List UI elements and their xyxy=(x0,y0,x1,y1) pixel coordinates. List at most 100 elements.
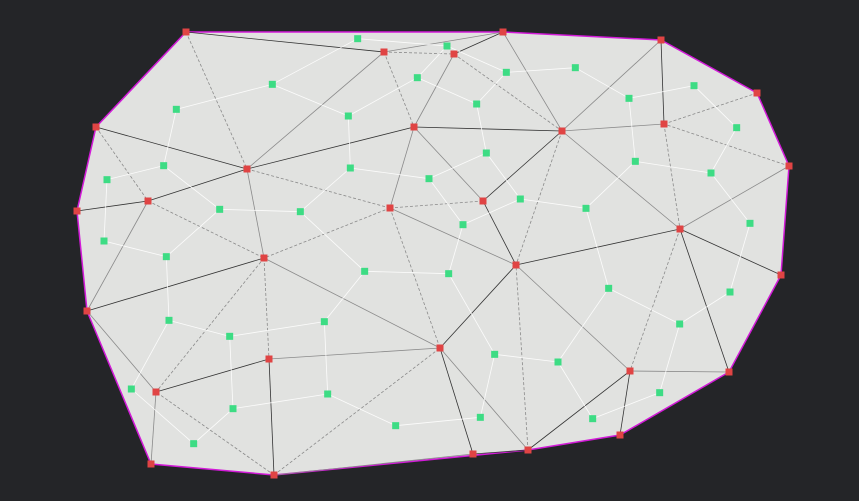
dual-edge xyxy=(131,388,194,444)
centroid-point xyxy=(476,413,484,421)
delaunay-edges xyxy=(76,31,790,476)
delaunay-edge xyxy=(155,391,275,476)
delaunay-edge xyxy=(663,123,681,230)
delaunay-edge xyxy=(629,228,681,372)
site-point xyxy=(512,261,520,269)
centroid-point xyxy=(162,253,170,261)
dual-edge xyxy=(608,287,680,325)
dual-edge xyxy=(348,77,418,117)
dual-edge xyxy=(300,211,365,272)
site-point xyxy=(147,460,155,468)
dual-edge xyxy=(395,416,481,427)
delaunay-edge xyxy=(86,310,157,393)
delaunay-edge xyxy=(482,200,517,266)
delaunay-edge xyxy=(76,200,149,212)
centroid-point xyxy=(733,124,741,132)
centroid-points xyxy=(100,35,754,448)
dual-edge xyxy=(557,288,609,363)
dual-edge xyxy=(103,240,167,258)
centroid-point xyxy=(296,208,304,216)
delaunay-edge xyxy=(95,126,248,170)
delaunay-edge xyxy=(246,51,385,170)
convex-hull-region xyxy=(76,31,790,476)
centroid-point xyxy=(172,105,180,113)
dual-edge xyxy=(327,393,396,427)
site-point xyxy=(152,388,160,396)
centroid-point xyxy=(268,80,276,88)
centroid-point xyxy=(605,284,613,292)
centroid-point xyxy=(226,332,234,340)
delaunay-edge xyxy=(515,228,681,266)
site-point xyxy=(616,431,624,439)
centroid-point xyxy=(160,162,168,170)
dual-edge xyxy=(428,178,464,225)
centroid-point xyxy=(459,221,467,229)
dual-edge xyxy=(575,67,630,99)
dual-edge xyxy=(486,152,521,200)
dual-edge xyxy=(272,38,358,85)
centroid-point xyxy=(425,175,433,183)
delaunay-edge xyxy=(155,257,265,393)
site-point xyxy=(657,36,665,44)
delaunay-edge xyxy=(515,130,563,266)
centroid-point xyxy=(473,100,481,108)
dual-edges xyxy=(103,38,751,444)
delaunay-edge xyxy=(439,347,529,451)
centroid-point xyxy=(582,204,590,212)
delaunay-edge xyxy=(150,391,157,465)
delaunay-edge xyxy=(389,207,517,266)
centroid-point xyxy=(707,169,715,177)
site-point xyxy=(524,446,532,454)
centroid-point xyxy=(491,350,499,358)
delaunay-edge xyxy=(413,126,484,202)
centroid-point xyxy=(589,415,597,423)
centroid-point xyxy=(100,237,108,245)
site-point xyxy=(469,450,477,458)
site-point xyxy=(386,204,394,212)
delaunay-edge xyxy=(679,165,790,230)
delaunay-edge xyxy=(185,31,385,53)
delaunay-edge xyxy=(268,347,441,360)
dual-edge xyxy=(166,209,220,257)
centroid-point xyxy=(324,390,332,398)
delaunay-edge xyxy=(561,123,665,132)
delaunay-edge xyxy=(246,126,415,170)
dual-edge xyxy=(229,321,325,337)
dual-edge xyxy=(729,223,751,293)
delaunay-edge xyxy=(263,257,441,349)
centroid-point xyxy=(571,64,579,72)
centroid-point xyxy=(656,389,664,397)
dual-edge xyxy=(628,85,695,99)
dual-edge xyxy=(476,103,487,154)
dual-edge xyxy=(592,392,660,420)
dual-edge xyxy=(219,208,301,213)
site-point xyxy=(626,367,634,375)
delaunay-edge xyxy=(502,31,563,132)
dual-edge xyxy=(693,85,737,128)
site-point xyxy=(92,123,100,131)
delaunay-edge xyxy=(147,168,248,202)
site-point xyxy=(73,207,81,215)
delaunay-edge xyxy=(86,200,149,312)
site-point xyxy=(380,48,388,56)
delaunay-edge xyxy=(263,257,270,360)
delaunay-edge xyxy=(472,449,529,455)
site-point xyxy=(499,28,507,36)
dual-edge xyxy=(130,320,170,390)
dual-edge xyxy=(462,198,521,226)
delaunay-edge xyxy=(383,51,455,55)
delaunay-edge xyxy=(439,264,517,349)
delaunay-edge xyxy=(383,31,504,53)
centroid-point xyxy=(190,440,198,448)
dual-edge xyxy=(628,98,636,162)
dual-edge xyxy=(300,167,351,212)
centroid-point xyxy=(320,318,328,326)
dual-edge xyxy=(710,127,738,174)
delaunay-edge xyxy=(660,39,665,125)
delaunay-edge xyxy=(95,126,149,202)
dual-edge xyxy=(232,393,328,410)
dual-edge xyxy=(163,165,220,210)
dual-edge xyxy=(585,208,610,289)
dual-edge xyxy=(557,361,594,419)
